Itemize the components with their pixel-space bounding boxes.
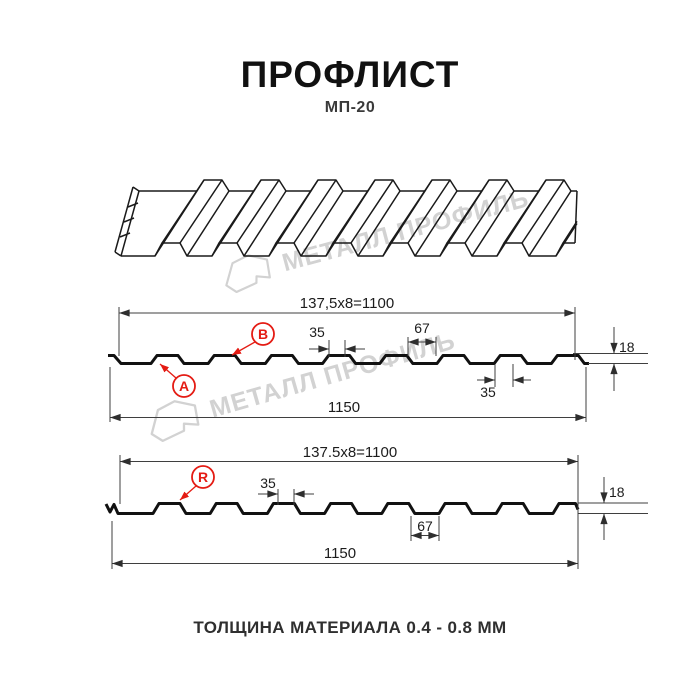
watermark-metall-profil-bottom: МЕТАЛЛ ПРОФИЛЬ [142,321,460,447]
dim-formula-top: 137,5x8=1100 [300,295,394,312]
callout-b [231,322,275,356]
dim-height-18-bottom: 18 [609,484,625,500]
callout-a-leader [159,363,177,379]
dim-valley-67-bottom: 67 [417,518,433,534]
callout-r [179,465,215,501]
dim-overall-1150-bottom: 1150 [324,545,356,562]
callout-b-leader [231,341,256,356]
sheet-left-end-cap [114,186,140,257]
dim-crest-35-top: 35 [309,324,325,340]
sheet-right-edge [574,190,578,244]
callout-a-letter: A [179,378,189,394]
callout-b-letter: B [258,326,268,342]
callout-r-letter: R [198,469,208,485]
callout-r-circle [191,465,215,489]
dim-valley-67-top: 67 [414,320,430,336]
callout-b-circle [251,322,275,346]
dim-formula-bottom: 137.5x8=1100 [303,444,397,461]
watermark-metall-profil-top: МЕТАЛЛ ПРОФИЛЬ [217,181,533,298]
isometric-sheet-view [114,179,578,257]
page-title: ПРОФЛИСТ [240,54,460,95]
metall-profil-logo-icon [150,400,200,443]
callout-r-leader [179,485,197,501]
rib-diagonal-lines [154,179,578,257]
profile-model-subtitle: МП-20 [324,99,376,116]
callout-a [159,363,196,398]
dim-overall-1150-top: 1150 [328,399,360,416]
profile-outline-bottom [104,502,580,515]
cross-section-bottom: 137.5x8=1100 35 67 18 1150 R [104,444,648,569]
dim-crest-35-bottom: 35 [260,475,276,491]
cross-section-top: 137,5x8=1100 35 67 18 35 1150 A B [108,295,648,422]
profile-outline-top [108,354,589,365]
callout-a-circle [172,374,196,398]
dim-bottom-35-top: 35 [480,384,496,400]
material-thickness-note: ТОЛЩИНА МАТЕРИАЛА 0.4 - 0.8 ММ [193,618,507,637]
dim-height-18-top: 18 [619,339,635,355]
sheet-back-edge [139,179,577,192]
metall-profil-logo-icon [225,254,271,294]
